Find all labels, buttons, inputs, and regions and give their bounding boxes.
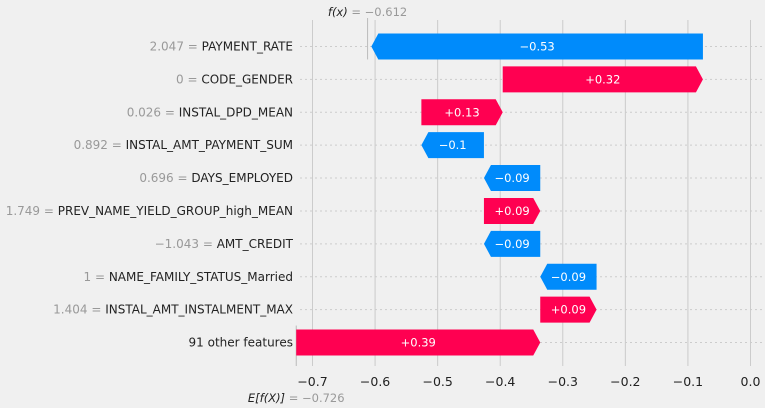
x-tick-label: −0.6 — [360, 374, 390, 389]
x-tick-label: −0.2 — [610, 374, 640, 389]
bar-value-label: −0.09 — [494, 171, 529, 185]
feature-name: CODE_GENDER — [201, 72, 293, 86]
feature-label: 0.892 = INSTAL_AMT_PAYMENT_SUM — [74, 138, 293, 152]
feature-label: 1 = NAME_FAMILY_STATUS_Married — [84, 270, 294, 284]
bar-value-label: +0.09 — [494, 204, 529, 218]
base-value-symbol: E[f(X)] — [248, 391, 285, 405]
x-tick-label: −0.5 — [422, 374, 452, 389]
shap-bar — [540, 296, 597, 323]
feature-value: 1.404 = — [53, 303, 105, 317]
shap-bar — [421, 132, 484, 159]
feature-label: 0.026 = INSTAL_DPD_MEAN — [127, 105, 293, 119]
feature-label: 0 = CODE_GENDER — [176, 72, 293, 86]
base-value-text: = −0.726 — [285, 391, 345, 405]
bar-value-label: +0.09 — [551, 303, 586, 317]
feature-name: INSTAL_AMT_PAYMENT_SUM — [126, 138, 293, 152]
shap-bar — [483, 165, 541, 192]
feature-name: PAYMENT_RATE — [202, 39, 293, 53]
feature-label: 1.749 = PREV_NAME_YIELD_GROUP_high_MEAN — [6, 204, 293, 218]
x-tick-label: −0.3 — [548, 374, 578, 389]
feature-value: 1.749 = — [6, 204, 58, 218]
feature-name: NAME_FAMILY_STATUS_Married — [109, 270, 293, 284]
feature-value: 0.892 = — [74, 138, 126, 152]
shap-bar — [502, 66, 703, 93]
feature-value: 0.026 = — [127, 105, 179, 119]
feature-value: 0 = — [176, 72, 201, 86]
base-value-label: E[f(X)] = −0.726 — [248, 391, 345, 405]
feature-name: INSTAL_AMT_INSTALMENT_MAX — [105, 303, 293, 317]
bar-value-label: +0.13 — [444, 105, 479, 119]
bar-value-label: −0.09 — [494, 237, 529, 251]
feature-label: −1.043 = AMT_CREDIT — [155, 237, 294, 251]
feature-name: DAYS_EMPLOYED — [191, 171, 293, 185]
feature-label: 1.404 = INSTAL_AMT_INSTALMENT_MAX — [53, 303, 293, 317]
output-value-text: = −0.612 — [348, 5, 408, 19]
shap-bar — [540, 263, 597, 290]
feature-label: 2.047 = PAYMENT_RATE — [150, 39, 293, 53]
feature-value: 1 = — [84, 270, 109, 284]
output-value-symbol: f(x) — [328, 5, 348, 19]
feature-label: 0.696 = DAYS_EMPLOYED — [139, 171, 293, 185]
shap-bar — [296, 329, 541, 356]
feature-name: 91 other features — [189, 336, 293, 350]
grid-lines — [295, 18, 763, 366]
feature-name: PREV_NAME_YIELD_GROUP_high_MEAN — [58, 204, 293, 218]
feature-value: 0.696 = — [139, 171, 191, 185]
x-tick-label: −0.7 — [297, 374, 327, 389]
bar-value-label: −0.53 — [520, 39, 555, 53]
bar-value-label: −0.1 — [439, 138, 467, 152]
feature-name: AMT_CREDIT — [217, 237, 294, 251]
feature-value: 2.047 = — [150, 39, 202, 53]
x-tick-label: −0.1 — [673, 374, 703, 389]
shap-bar — [483, 197, 541, 224]
shap-bar — [371, 33, 703, 60]
x-axis-ticks: −0.7 −0.6 −0.5 −0.4 −0.3 −0.2 −0.1 0.0 — [297, 374, 760, 389]
x-tick-label: −0.4 — [485, 374, 515, 389]
output-value-label: f(x) = −0.612 — [328, 5, 407, 19]
x-tick-label: 0.0 — [741, 374, 761, 389]
feature-name: INSTAL_DPD_MEAN — [179, 105, 293, 119]
shap-bar — [421, 99, 503, 126]
feature-value: −1.043 = — [155, 237, 217, 251]
bar-value-label: +0.32 — [585, 72, 620, 86]
feature-labels: 2.047 = PAYMENT_RATE 0 = CODE_GENDER 0.026… — [6, 39, 294, 349]
bar-value-label: −0.09 — [551, 270, 586, 284]
shap-bar — [483, 230, 541, 257]
feature-label: 91 other features — [189, 336, 293, 350]
bar-value-label: +0.39 — [401, 336, 436, 350]
bars-group: −0.53 +0.32 +0.13 −0.1 −0.09 +0.09 −0.09 −0.09 +… — [296, 33, 703, 356]
